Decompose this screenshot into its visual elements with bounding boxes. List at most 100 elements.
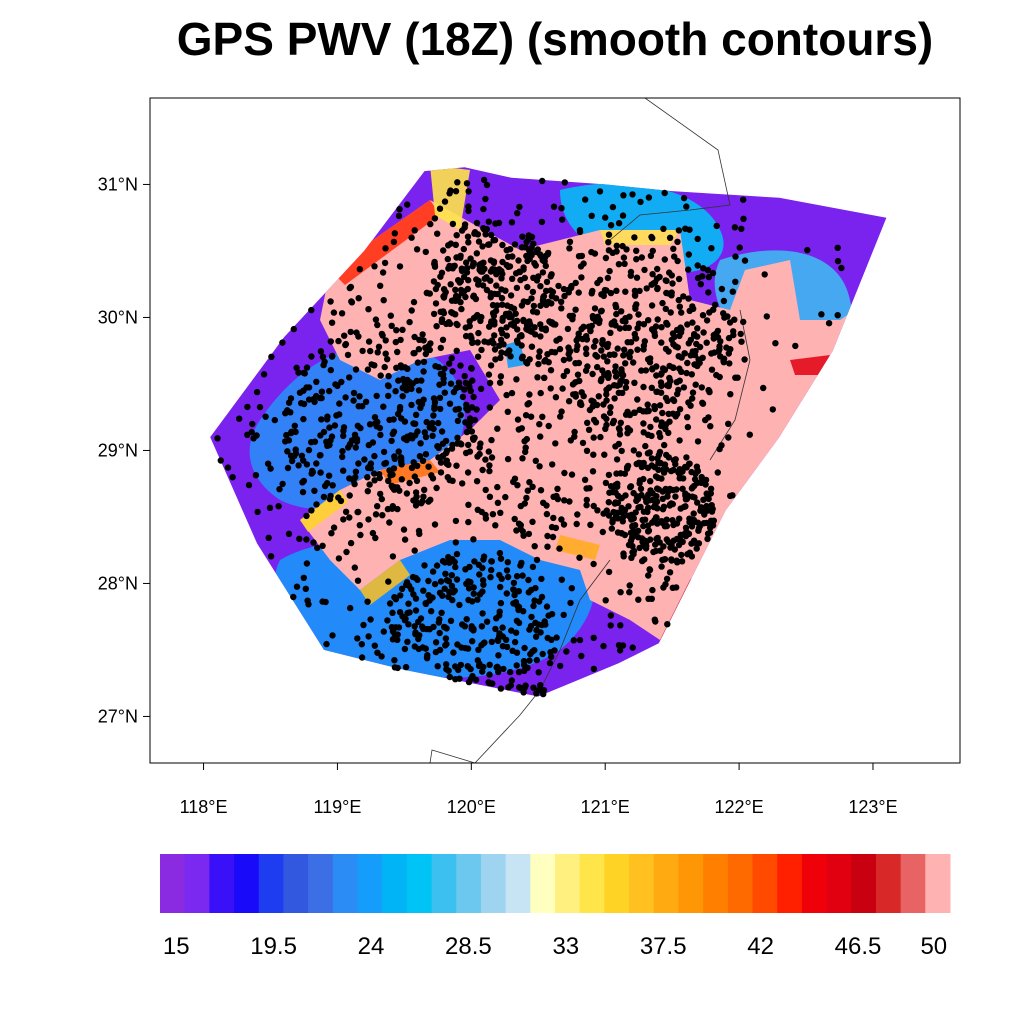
station-dot <box>636 480 643 487</box>
station-dot <box>339 453 346 461</box>
station-dot <box>317 469 324 476</box>
station-dot <box>670 364 677 371</box>
station-dot <box>644 401 651 408</box>
station-dot <box>303 364 311 371</box>
station-dot <box>503 643 511 651</box>
station-dot <box>654 265 661 273</box>
station-dot <box>491 346 499 353</box>
station-dot <box>497 555 505 562</box>
station-dot <box>525 232 532 239</box>
station-dot <box>515 668 523 676</box>
station-dot <box>355 403 362 410</box>
station-dot <box>503 567 511 574</box>
station-dot <box>491 332 498 339</box>
station-dot <box>214 435 221 442</box>
station-dot <box>456 675 463 682</box>
station-dot <box>517 562 524 569</box>
station-dot <box>452 517 460 525</box>
station-dot <box>440 247 447 254</box>
colorbar-swatch <box>530 854 556 913</box>
station-dot <box>544 532 551 540</box>
station-dot <box>471 416 478 424</box>
station-dot <box>473 276 480 283</box>
station-dot <box>560 611 567 619</box>
station-dot <box>340 516 347 523</box>
station-dot <box>636 406 643 413</box>
station-dot <box>366 421 374 428</box>
station-dot <box>643 285 650 292</box>
station-dot <box>507 321 515 328</box>
station-dot <box>673 486 680 493</box>
station-dot <box>439 453 446 460</box>
station-dot <box>670 466 677 474</box>
station-dot <box>691 351 699 359</box>
station-dot <box>634 346 641 353</box>
station-dot <box>386 519 393 526</box>
lon-tick-label: 122°E <box>714 797 763 817</box>
station-dot <box>276 486 283 493</box>
station-dot <box>417 615 425 622</box>
station-dot <box>529 483 536 490</box>
station-dot <box>555 282 562 290</box>
station-dot <box>271 416 278 424</box>
station-dot <box>302 585 309 592</box>
station-dot <box>598 307 605 314</box>
station-dot <box>462 419 469 426</box>
station-dot <box>648 595 655 602</box>
station-dot <box>720 297 728 305</box>
station-dot <box>605 512 613 519</box>
station-dot <box>266 504 274 511</box>
station-dot <box>284 448 291 455</box>
station-dot <box>403 579 411 586</box>
station-dot <box>426 626 433 633</box>
station-dot <box>617 622 624 629</box>
station-dot <box>667 544 674 551</box>
station-dot <box>731 224 739 231</box>
station-dot <box>479 243 486 250</box>
station-dot <box>519 233 526 240</box>
station-dot <box>661 256 668 263</box>
station-dot <box>661 441 668 449</box>
station-dot <box>603 386 610 393</box>
station-dot <box>550 514 557 522</box>
station-dot <box>702 476 710 484</box>
station-dot <box>392 596 400 603</box>
station-dot <box>518 425 525 432</box>
station-dot <box>590 434 597 441</box>
station-dot <box>408 401 415 409</box>
station-dot <box>603 507 610 514</box>
station-dot <box>326 424 333 431</box>
station-dot <box>544 543 551 550</box>
station-dot <box>560 372 567 380</box>
station-dot <box>523 325 530 333</box>
colorbar-swatch <box>480 854 507 913</box>
station-dot <box>648 281 655 288</box>
station-dot <box>605 471 613 479</box>
station-dot <box>694 438 702 445</box>
station-dot <box>669 330 677 337</box>
station-dot <box>439 336 447 343</box>
station-dot <box>572 393 579 400</box>
border-line <box>429 749 476 763</box>
station-dot <box>448 297 456 304</box>
colorbar-swatch <box>703 854 729 913</box>
station-dot <box>454 417 462 425</box>
station-dot <box>352 474 359 481</box>
station-dot <box>418 500 425 507</box>
station-dot <box>469 638 476 645</box>
station-dot <box>517 276 524 284</box>
station-dot <box>557 662 564 670</box>
station-dot <box>630 447 637 454</box>
station-dot <box>429 419 436 427</box>
station-dot <box>606 267 613 275</box>
lon-tick-label: 120°E <box>447 797 496 817</box>
station-dot <box>524 283 531 291</box>
station-dot <box>498 294 506 302</box>
colorbar-swatch <box>332 854 358 913</box>
station-dot <box>356 522 363 529</box>
station-dot <box>224 464 232 471</box>
station-dot <box>603 391 610 398</box>
station-dot <box>699 312 707 319</box>
station-dot <box>377 431 384 439</box>
